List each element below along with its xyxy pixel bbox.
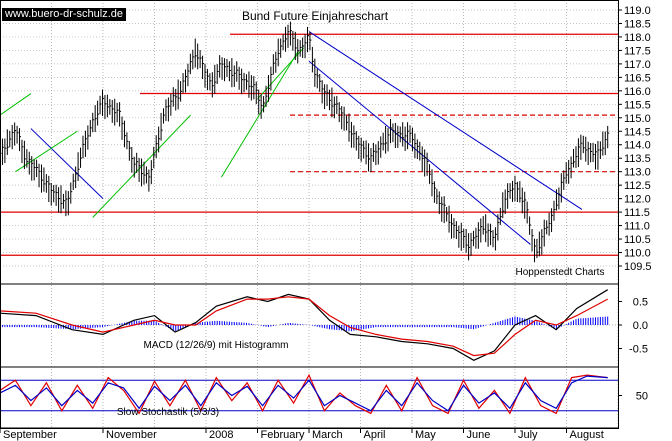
macd-y-tick-label: -0.5: [629, 344, 648, 356]
y-tick-label: 109.5: [624, 261, 652, 273]
x-tick-label: November: [106, 429, 157, 441]
x-tick-label: June: [467, 429, 491, 441]
y-tick-label: 115.5: [624, 99, 651, 111]
x-tick-label: 2008: [209, 429, 233, 441]
x-tick-label: August: [570, 429, 604, 441]
y-tick-label: 118.0: [624, 32, 651, 44]
signal-line: [0, 296, 608, 357]
source-note: Hoppenstedt Charts: [516, 267, 605, 278]
y-tick-label: 118.5: [624, 18, 651, 30]
chart-title: Bund Future Einjahreschart: [242, 9, 389, 23]
y-tick-label: 117.5: [624, 45, 651, 57]
y-tick-label: 116.0: [624, 86, 651, 98]
x-tick-label: March: [312, 429, 343, 441]
y-tick-label: 113.5: [624, 153, 651, 165]
x-tick-label: February: [261, 429, 306, 441]
y-tick-label: 111.0: [624, 221, 650, 233]
y-tick-label: 113.0: [624, 167, 651, 179]
trend-line: [221, 50, 300, 178]
y-tick-label: 114.0: [624, 140, 651, 152]
y-tick-label: 110.5: [624, 234, 651, 246]
x-tick-label: May: [415, 429, 436, 441]
macd-title: MACD (12/26/9) mit Histogramm: [143, 340, 288, 351]
trend-line: [308, 31, 583, 210]
grid-layer: [0, 0, 619, 428]
trend-line: [15, 130, 78, 173]
macd-line: [0, 289, 609, 361]
trend-line: [257, 47, 305, 100]
y-tick-label: 116.5: [624, 72, 651, 84]
trend-line: [0, 93, 32, 116]
y-tick-label: 112.5: [624, 180, 651, 192]
y-tick-label: 117.0: [624, 59, 651, 71]
price-series: [0, 21, 610, 263]
y-tick-label: 111.5: [624, 207, 650, 219]
y-tick-label: 115.0: [624, 113, 651, 125]
watermark: www.buero-dr-schulz.de: [2, 8, 126, 21]
y-tick-label: 119.0: [624, 5, 651, 17]
stoch-k-line: [0, 373, 608, 415]
stochastic-panel: [0, 373, 618, 415]
x-tick-label: July: [518, 429, 538, 441]
stoch-y-tick-label: 50: [636, 391, 648, 403]
x-tick-label: April: [364, 429, 386, 441]
y-tick-label: 114.5: [624, 126, 651, 138]
y-tick-label: 110.0: [624, 248, 651, 260]
stoch-title: Slow Stochastik (5/3/3): [117, 407, 219, 418]
stoch-d-line: [0, 375, 608, 412]
trend-line: [30, 128, 104, 199]
macd-y-tick-label: 0.0: [633, 320, 648, 332]
plot-frame: [0, 0, 619, 429]
y-tick-label: 112.0: [624, 194, 651, 206]
macd-y-tick-label: 0.5: [633, 296, 648, 308]
macd-panel: [0, 289, 618, 361]
axes-layer: [0, 0, 622, 433]
x-tick-label: September: [3, 429, 57, 441]
